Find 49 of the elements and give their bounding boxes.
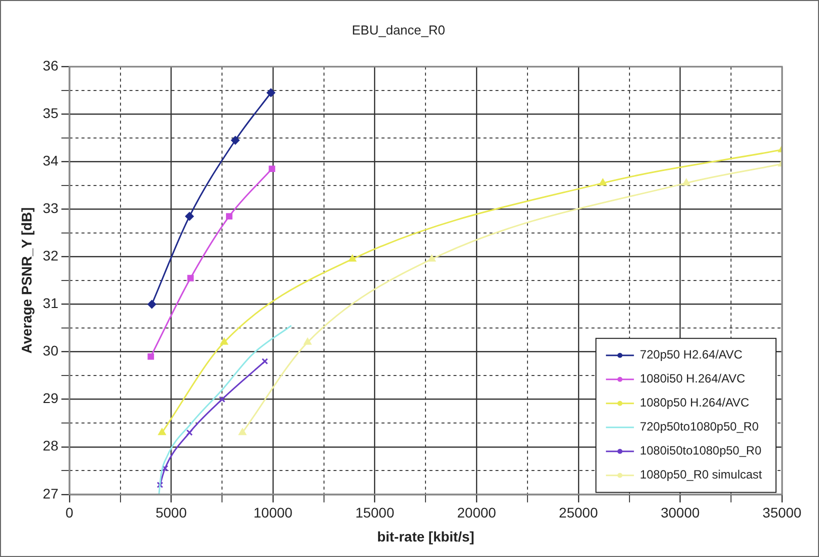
point [187,274,194,282]
point [238,428,246,436]
y-tick-label: 31 [42,295,59,312]
x-tick-label: 5000 [156,504,187,521]
y-tick-label: 29 [42,390,59,406]
legend-label: 1080p50_R0 simulcast [640,468,763,482]
point [148,300,156,309]
legend-label: 1080p50 H.264/AVC [640,396,750,410]
point [218,396,226,403]
point [348,254,356,262]
point [186,429,193,436]
point [162,465,168,472]
y-tick-label: 32 [42,248,59,264]
y-tick-label: 35 [42,104,59,121]
y-axis-title: Average PSNR_Y [dB] [18,207,34,354]
point [158,428,166,436]
x-tick-label: 0 [65,504,74,521]
point [262,358,268,365]
x-tick-label: 35000 [762,504,802,521]
point [428,254,436,262]
point [231,136,240,145]
point [266,88,276,97]
y-tick-label: 30 [42,342,59,359]
legend-label: 1080i50to1080p50_R0 [640,444,762,458]
x-tick-label: 15000 [355,504,394,521]
x-tick-label: 10000 [254,504,293,521]
y-tick-label: 34 [42,152,59,169]
point [185,212,194,221]
x-axis-title: bit-rate [kbit/s] [377,528,474,544]
point [268,166,276,172]
y-tick-label: 28 [42,438,59,454]
x-tick-label: 25000 [558,504,598,521]
point [220,338,228,345]
legend-label: 720p50 H2.64/AVC [640,348,743,362]
point [304,338,312,345]
x-tick-label: 30000 [660,504,700,521]
legend-label: 1080i50 H.264/AVC [640,372,746,386]
x-tick-label: 20000 [457,504,496,521]
y-tick-label: 36 [42,57,59,74]
point [599,178,607,186]
line-series [158,324,292,494]
chart-title: EBU_dance_R0 [352,22,446,38]
point [148,353,154,360]
point [156,482,164,488]
point [682,178,690,186]
y-tick-label: 33 [42,200,59,216]
legend-label: 720p50to1080p50_R0 [640,420,760,434]
y-tick-label: 27 [42,485,59,502]
point [226,213,232,220]
